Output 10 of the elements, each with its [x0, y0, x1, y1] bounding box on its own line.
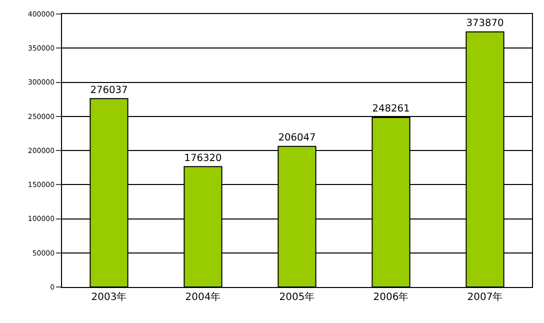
x-tick-label: 2007年 [467, 291, 503, 303]
x-tick-label: 2005年 [279, 291, 315, 303]
data-label: 373870 [466, 18, 504, 30]
data-label: 206047 [278, 132, 316, 144]
data-label: 248261 [372, 104, 410, 115]
data-label: 176320 [184, 152, 222, 164]
x-tick-label: 2006年 [373, 291, 409, 303]
data-label: 276037 [90, 84, 128, 96]
x-tick-label: 2004年 [185, 291, 221, 303]
x-tick-label: 2003年 [91, 291, 127, 303]
